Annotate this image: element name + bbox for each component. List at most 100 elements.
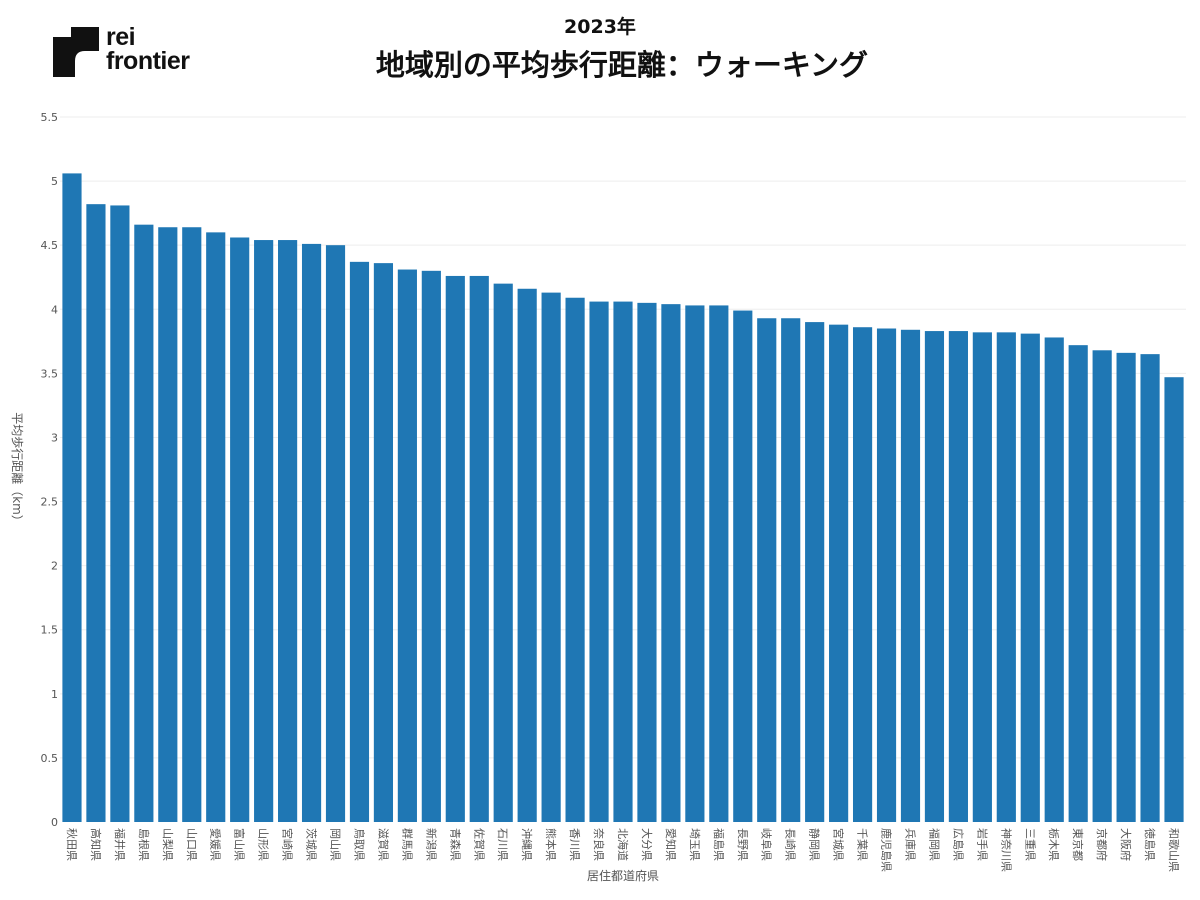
- bar: [1092, 350, 1112, 822]
- rei-frontier-logo: rei frontier: [53, 25, 213, 79]
- bar: [709, 305, 729, 823]
- y-tick-label: 2: [51, 560, 58, 573]
- bar: [876, 328, 897, 822]
- x-tick-label: 大分県: [640, 828, 654, 861]
- x-tick-label: 神奈川県: [999, 828, 1013, 872]
- bar: [948, 331, 968, 822]
- bar: [781, 318, 801, 822]
- x-tick-label: 高知県: [89, 828, 103, 861]
- bar: [565, 297, 585, 823]
- x-tick-label: 三重県: [1023, 828, 1037, 861]
- x-tick-label: 宮崎県: [281, 828, 295, 861]
- y-tick-label: 0: [51, 816, 58, 829]
- bar: [733, 310, 753, 822]
- bar: [445, 275, 465, 823]
- bar: [900, 329, 921, 822]
- y-axis-ticks: 0 0.5 1 1.5 2 2.5 3 3.5 4 4.5 5 5.5: [41, 111, 59, 829]
- bar: [158, 227, 178, 823]
- x-tick-label: 奈良県: [592, 828, 606, 861]
- logo-mark-icon: [53, 27, 99, 77]
- bar: [134, 224, 154, 822]
- bar: [206, 232, 226, 822]
- y-axis-title: 平均歩行距離（km）: [10, 412, 25, 527]
- x-tick-label: 千葉県: [856, 828, 870, 861]
- y-tick-label: 3: [51, 431, 58, 444]
- bar: [1140, 354, 1160, 822]
- x-tick-label: 福島県: [712, 828, 726, 861]
- x-tick-label: 新潟県: [424, 828, 438, 861]
- y-tick-label: 3.5: [41, 367, 59, 380]
- x-tick-label: 富山県: [233, 828, 247, 861]
- x-tick-label: 埼玉県: [688, 828, 702, 861]
- x-tick-label: 静岡県: [808, 828, 822, 861]
- x-tick-label: 茨城県: [305, 828, 319, 861]
- x-tick-label: 長崎県: [784, 828, 798, 861]
- bar: [517, 288, 537, 822]
- bar: [805, 322, 825, 822]
- x-tick-label: 大阪府: [1119, 828, 1133, 861]
- x-tick-label: 山口県: [185, 828, 198, 861]
- chart-title: 地域別の平均歩行距離：ウォーキング: [375, 48, 869, 82]
- bar: [373, 263, 394, 822]
- x-tick-label: 島根県: [137, 828, 151, 861]
- x-tick-label: 群馬県: [400, 828, 414, 861]
- x-tick-label: 鹿児島県: [880, 828, 894, 872]
- y-tick-label: 1: [51, 688, 58, 701]
- x-axis-title: 居住都道府県: [587, 868, 659, 883]
- bar: [254, 240, 274, 822]
- x-tick-label: 岐阜県: [760, 828, 773, 861]
- bar: [661, 304, 681, 822]
- bar: [613, 301, 633, 823]
- x-tick-label: 福井県: [113, 828, 127, 861]
- x-tick-label: 熊本県: [544, 828, 558, 861]
- bar: [972, 332, 992, 822]
- bar: [685, 305, 705, 823]
- bar: [852, 327, 873, 822]
- bar: [278, 240, 298, 822]
- x-tick-label: 京都府: [1095, 828, 1109, 861]
- logo-text: rei frontier: [106, 25, 190, 75]
- y-tick-label: 4.5: [41, 239, 59, 252]
- bar: [469, 275, 489, 823]
- bar: [86, 204, 106, 822]
- x-tick-label: 栃木県: [1047, 828, 1061, 861]
- y-tick-label: 0.5: [41, 752, 59, 765]
- x-tick-label: 和歌山県: [1167, 828, 1181, 872]
- x-tick-label: 滋賀県: [376, 828, 389, 861]
- y-tick-label: 5: [51, 175, 58, 188]
- x-tick-label: 岩手県: [975, 828, 989, 861]
- bar: [397, 269, 417, 822]
- x-tick-label: 徳島県: [1143, 828, 1157, 861]
- x-tick-label: 青森県: [448, 828, 462, 861]
- x-tick-label: 兵庫県: [903, 828, 917, 861]
- bar: [1068, 345, 1088, 822]
- x-tick-label: 広島県: [951, 828, 965, 861]
- bar: [230, 237, 250, 822]
- x-tick-label: 愛媛県: [209, 828, 223, 861]
- x-tick-label: 宮城県: [832, 828, 846, 861]
- bar: [421, 270, 441, 822]
- x-tick-label: 香川県: [568, 828, 581, 861]
- y-tick-label: 1.5: [41, 624, 59, 637]
- x-tick-label: 岡山県: [329, 828, 342, 861]
- x-tick-label: 秋田県: [65, 828, 79, 861]
- chart-subtitle: 2023年: [564, 16, 636, 38]
- x-tick-label: 沖縄県: [520, 828, 534, 861]
- bar: [924, 331, 945, 822]
- x-axis-ticks: 秋田県 高知県 福井県 島根県 山梨県 山口県 愛媛県 富山県 山形県 宮崎県 茨城県 岡山県 鳥取県滋…: [65, 828, 1181, 872]
- bar: [1044, 337, 1064, 822]
- y-tick-label: 2.5: [41, 496, 59, 509]
- x-tick-label: 北海道: [616, 828, 630, 861]
- y-tick-label: 5.5: [41, 111, 59, 124]
- logo-line-2: frontier: [106, 47, 190, 75]
- bar: [182, 227, 202, 823]
- bar: [1020, 333, 1040, 822]
- bar: [493, 283, 513, 822]
- bar: [996, 332, 1016, 822]
- x-tick-label: 愛知県: [664, 828, 678, 861]
- x-tick-label: 福岡県: [927, 828, 941, 861]
- x-tick-label: 石川県: [496, 828, 509, 861]
- x-tick-label: 山形県: [257, 828, 270, 861]
- bar: [349, 261, 370, 822]
- bar: [325, 245, 346, 822]
